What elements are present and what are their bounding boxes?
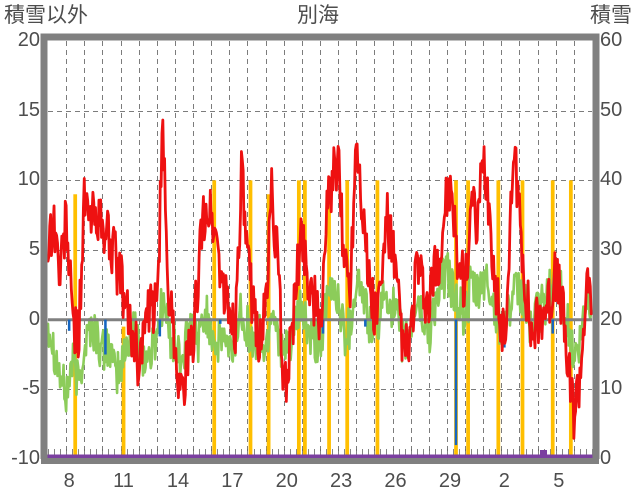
max-temp-line	[46, 118, 593, 440]
x-axis-tick: 2	[498, 470, 510, 492]
x-axis-tick: 5	[553, 470, 565, 492]
y-axis-tick-left: 15	[17, 98, 40, 121]
x-axis-tick: 8	[63, 470, 75, 492]
x-axis-tick: 14	[166, 470, 190, 492]
y-axis-tick-right: 30	[600, 238, 623, 260]
y-axis-tick-left: 0	[28, 307, 40, 330]
y-axis-tick-right: 0	[600, 447, 612, 469]
snow-bar	[121, 326, 126, 459]
precip-bar	[158, 319, 162, 337]
x-axis-tick: 23	[330, 470, 353, 492]
baseline-marker	[540, 450, 547, 457]
x-axis-tick: 20	[275, 470, 298, 492]
left-axis-title: 積雪以外	[4, 4, 88, 27]
y-axis-tick-right: 40	[600, 168, 623, 191]
y-axis-tick-left: 10	[17, 168, 40, 191]
precip-bar	[364, 319, 367, 327]
y-axis-tick-left: 20	[17, 29, 40, 51]
precip-bar	[454, 319, 458, 446]
precip-bar	[551, 319, 554, 334]
x-axis-tick: 29	[438, 470, 462, 492]
y-axis-tick-right: 50	[600, 98, 623, 121]
y-axis-tick-left: 5	[28, 238, 40, 260]
x-axis-tick: 26	[384, 470, 407, 492]
chart-title: 別海	[297, 4, 339, 27]
precip-bar	[219, 319, 222, 324]
axis-frame	[40, 33, 600, 459]
y-axis-tick-right: 20	[600, 307, 623, 330]
x-axis-tick: 11	[113, 470, 134, 492]
y-axis-tick-right: 60	[600, 29, 623, 51]
y-axis-tick-right: 10	[600, 377, 623, 400]
x-axis-tick: 17	[221, 470, 244, 492]
right-axis-title: 積雪	[590, 4, 632, 27]
y-axis-tick-left: -10	[11, 447, 40, 469]
y-axis-tick-left: -5	[22, 377, 40, 400]
precip-bar	[104, 319, 107, 355]
precip-bar	[67, 319, 71, 331]
